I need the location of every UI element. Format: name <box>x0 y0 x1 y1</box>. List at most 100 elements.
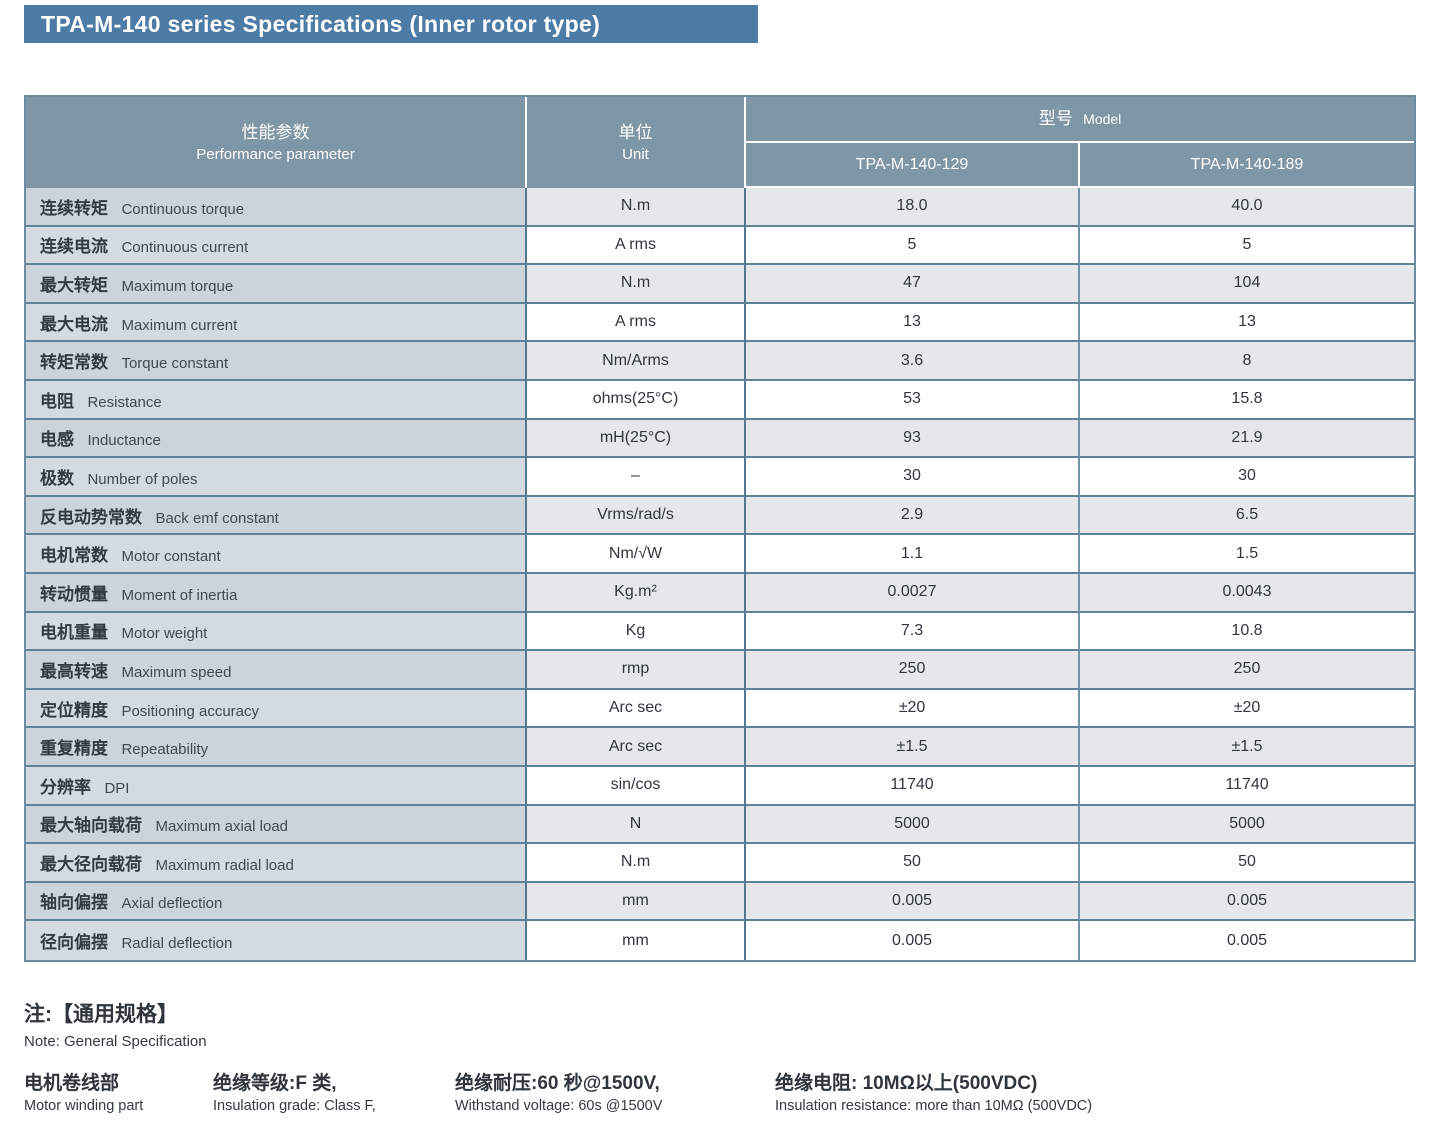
param-label-en: Maximum axial load <box>155 818 288 836</box>
value-cell-model-189: 5 <box>1080 226 1414 266</box>
param-label-zh: 重复精度 <box>40 739 108 759</box>
value-cell-model-129: 53 <box>746 380 1080 420</box>
table-row: 最大电流 Maximum current A rms 13 13 <box>26 303 1414 343</box>
value-cell-model-129: 47 <box>746 265 1080 304</box>
value-cell-model-129: 5 <box>746 226 1080 266</box>
note-motor-winding-part-en: Motor winding part <box>24 1097 144 1114</box>
value-cell-model-129: 11740 <box>746 766 1080 806</box>
param-cell: 重复精度 Repeatability <box>26 728 527 767</box>
param-label-en: Resistance <box>87 393 162 411</box>
param-label-en: Continuous current <box>121 239 249 257</box>
param-cell: 分辨率 DPI <box>26 766 527 806</box>
table-row: 电感 Inductance mH(25°C) 93 21.9 <box>26 419 1414 459</box>
spec-table: 性能参数 Performance parameter 单位 Unit 型号 Mo… <box>24 95 1416 962</box>
value-cell-model-189: 13 <box>1080 303 1414 343</box>
param-label-zh: 轴向偏摆 <box>40 893 108 913</box>
unit-cell: Arc sec <box>527 728 746 767</box>
unit-cell: mm <box>527 882 746 922</box>
value-cell-model-189: 15.8 <box>1080 380 1414 420</box>
note-row: 电机卷线部 Motor winding part 绝缘等级:F 类, Insul… <box>24 1068 1416 1114</box>
param-label-en: Maximum torque <box>121 277 234 295</box>
table-row: 转动惯量 Moment of inertia Kg.m² 0.0027 0.00… <box>26 573 1414 613</box>
param-label-zh: 电机常数 <box>40 546 108 566</box>
param-cell: 电机重量 Motor weight <box>26 612 527 652</box>
value-cell-model-129: 50 <box>746 844 1080 883</box>
param-label-zh: 连续转矩 <box>40 198 108 218</box>
value-cell-model-129: ±1.5 <box>746 728 1080 767</box>
unit-cell: mm <box>527 921 746 960</box>
param-label-zh: 转矩常数 <box>40 353 108 373</box>
value-cell-model-189: 104 <box>1080 265 1414 304</box>
param-cell: 反电动势常数 Back emf constant <box>26 496 527 536</box>
value-cell-model-189: 0.005 <box>1080 921 1414 960</box>
value-cell-model-129: 250 <box>746 651 1080 690</box>
note-insulation-resistance-en: Insulation resistance: more than 10MΩ (5… <box>775 1097 1093 1114</box>
param-label-zh: 转动惯量 <box>40 584 108 604</box>
value-cell-model-129: 0.005 <box>746 882 1080 922</box>
param-label-en: Torque constant <box>121 355 229 373</box>
param-label-en: Continuous torque <box>121 200 245 218</box>
table-row: 电机重量 Motor weight Kg 7.3 10.8 <box>26 612 1414 652</box>
param-label-en: Positioning accuracy <box>121 702 260 720</box>
note-insulation-grade-en: Insulation grade: Class F, <box>213 1097 376 1114</box>
note-withstand-voltage-zh: 绝缘耐压:60 秒@1500V, <box>455 1072 660 1094</box>
param-label-zh: 最高转速 <box>40 661 108 681</box>
table-row: 最大径向载荷 Maximum radial load N.m 50 50 <box>26 844 1414 883</box>
param-cell: 最大转矩 Maximum torque <box>26 265 527 304</box>
value-cell-model-129: 7.3 <box>746 612 1080 652</box>
table-row: 电机常数 Motor constant Nm/√W 1.1 1.5 <box>26 535 1414 574</box>
note-insulation-grade-zh: 绝缘等级:F 类, <box>213 1072 337 1094</box>
note-insulation-grade: 绝缘等级:F 类, Insulation grade: Class F, <box>213 1068 455 1114</box>
param-label-zh: 径向偏摆 <box>40 933 108 953</box>
header-model: 型号 Model <box>746 97 1414 143</box>
value-cell-model-189: 5000 <box>1080 805 1414 845</box>
header-model-zh: 型号 <box>1038 109 1073 128</box>
table-row: 连续电流 Continuous current A rms 5 5 <box>26 226 1414 266</box>
note-title-zh: 注:【通用规格】 <box>24 1002 178 1026</box>
header-model-name-129: TPA-M-140-129 <box>746 143 1080 188</box>
param-cell: 轴向偏摆 Axial deflection <box>26 882 527 922</box>
param-label-en: Axial deflection <box>121 895 223 913</box>
table-row: 重复精度 Repeatability Arc sec ±1.5 ±1.5 <box>26 728 1414 767</box>
header-model-en: Model <box>1083 111 1122 127</box>
param-label-en: Motor constant <box>121 548 221 566</box>
header-performance-parameter-en: Performance parameter <box>196 146 355 163</box>
param-label-en: Inductance <box>87 432 161 450</box>
table-row: 最高转速 Maximum speed rmp 250 250 <box>26 651 1414 690</box>
page-title: TPA-M-140 series Specifications (Inner r… <box>24 5 758 43</box>
param-cell: 最大电流 Maximum current <box>26 303 527 343</box>
unit-cell: Vrms/rad/s <box>527 496 746 536</box>
param-label-en: Number of poles <box>87 470 198 488</box>
param-label-zh: 定位精度 <box>40 700 108 720</box>
value-cell-model-129: 5000 <box>746 805 1080 845</box>
table-row: 极数 Number of poles – 30 30 <box>26 458 1414 497</box>
param-label-zh: 分辨率 <box>40 777 91 797</box>
param-cell: 最大径向载荷 Maximum radial load <box>26 844 527 883</box>
table-row: 分辨率 DPI sin/cos 11740 11740 <box>26 766 1414 806</box>
param-label-zh: 最大径向载荷 <box>40 854 142 874</box>
param-cell: 电阻 Resistance <box>26 380 527 420</box>
value-cell-model-129: 1.1 <box>746 535 1080 574</box>
param-label-en: Back emf constant <box>155 509 279 527</box>
unit-cell: sin/cos <box>527 766 746 806</box>
value-cell-model-129: 3.6 <box>746 342 1080 381</box>
note-insulation-resistance-zh: 绝缘电阻: 10MΩ以上(500VDC) <box>775 1072 1038 1094</box>
value-cell-model-129: 0.005 <box>746 921 1080 960</box>
unit-cell: N.m <box>527 265 746 304</box>
unit-cell: N.m <box>527 844 746 883</box>
unit-cell: N.m <box>527 188 746 227</box>
param-cell: 最大轴向载荷 Maximum axial load <box>26 805 527 845</box>
value-cell-model-129: ±20 <box>746 689 1080 729</box>
unit-cell: A rms <box>527 226 746 266</box>
param-label-en: Maximum current <box>121 316 238 334</box>
unit-cell: Arc sec <box>527 689 746 729</box>
table-row: 最大转矩 Maximum torque N.m 47 104 <box>26 265 1414 304</box>
param-cell: 连续转矩 Continuous torque <box>26 188 527 227</box>
param-cell: 最高转速 Maximum speed <box>26 651 527 690</box>
table-row: 轴向偏摆 Axial deflection mm 0.005 0.005 <box>26 882 1414 922</box>
value-cell-model-129: 13 <box>746 303 1080 343</box>
value-cell-model-189: 1.5 <box>1080 535 1414 574</box>
unit-cell: Nm/√W <box>527 535 746 574</box>
param-label-en: Maximum radial load <box>155 856 294 874</box>
value-cell-model-189: 50 <box>1080 844 1414 883</box>
